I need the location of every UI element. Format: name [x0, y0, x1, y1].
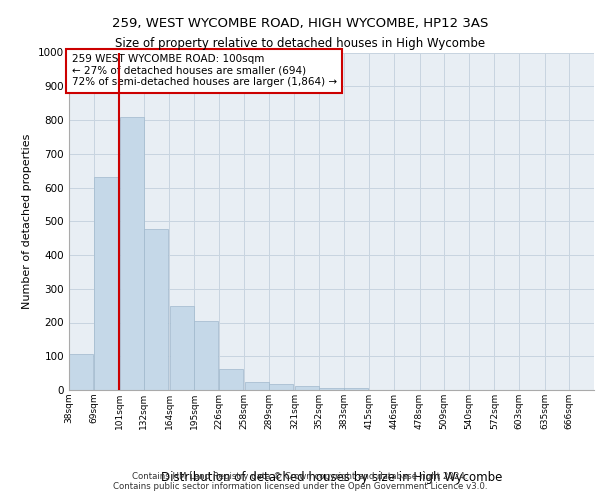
- Text: 259 WEST WYCOMBE ROAD: 100sqm
← 27% of detached houses are smaller (694)
72% of : 259 WEST WYCOMBE ROAD: 100sqm ← 27% of d…: [71, 54, 337, 88]
- Bar: [219, 369, 243, 390]
- Bar: [319, 388, 344, 390]
- Bar: [94, 178, 118, 390]
- Y-axis label: Number of detached properties: Number of detached properties: [22, 134, 32, 309]
- Bar: [144, 228, 168, 390]
- Bar: [194, 321, 218, 390]
- X-axis label: Distribution of detached houses by size in High Wycombe: Distribution of detached houses by size …: [161, 471, 502, 484]
- Bar: [295, 386, 319, 390]
- Text: Contains HM Land Registry data © Crown copyright and database right 2024.: Contains HM Land Registry data © Crown c…: [132, 472, 468, 481]
- Bar: [70, 354, 94, 390]
- Text: Contains public sector information licensed under the Open Government Licence v3: Contains public sector information licen…: [113, 482, 487, 491]
- Bar: [119, 116, 143, 390]
- Text: Size of property relative to detached houses in High Wycombe: Size of property relative to detached ho…: [115, 38, 485, 51]
- Bar: [344, 388, 368, 390]
- Bar: [269, 384, 293, 390]
- Text: 259, WEST WYCOMBE ROAD, HIGH WYCOMBE, HP12 3AS: 259, WEST WYCOMBE ROAD, HIGH WYCOMBE, HP…: [112, 18, 488, 30]
- Bar: [245, 382, 269, 390]
- Bar: [170, 306, 194, 390]
